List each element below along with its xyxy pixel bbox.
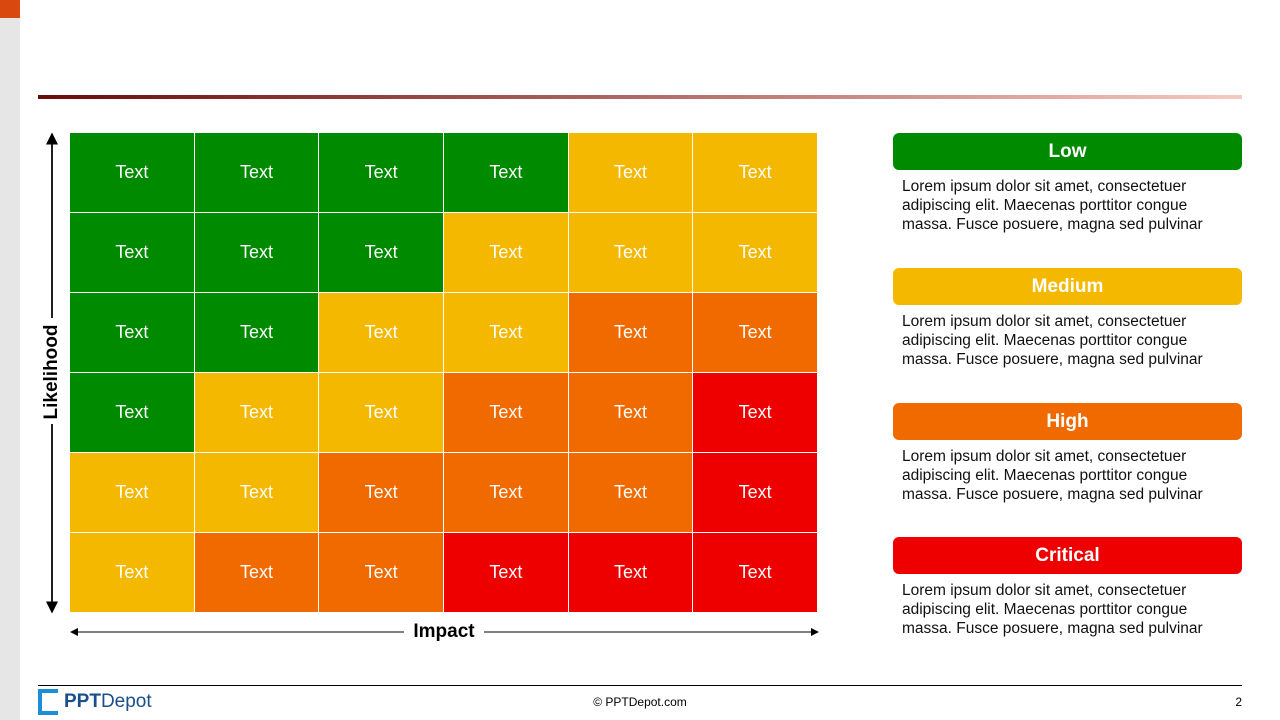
matrix-cell: Text [194, 133, 320, 213]
matrix-cell: Text [70, 373, 195, 453]
y-axis-label: Likelihood [41, 325, 62, 420]
level-description: Lorem ipsum dolor sit amet, consectetuer [902, 448, 1187, 465]
matrix-cell: Text [693, 533, 818, 613]
matrix-cell: Text [319, 373, 444, 453]
level-description: adipiscing elit. Maecenas porttitor cong… [902, 601, 1188, 618]
matrix-cell: Text [319, 213, 444, 293]
level-header: Medium [893, 268, 1242, 305]
matrix-cell: Text [70, 133, 195, 213]
matrix-cell: Text [194, 293, 320, 373]
matrix-cell: Text [693, 293, 818, 373]
footer-rule [38, 685, 1242, 686]
matrix-cell: Text [194, 533, 320, 613]
matrix-cell: Text [70, 293, 195, 373]
level-description: massa. Fusce posuere, magna sed pulvinar [902, 620, 1203, 637]
matrix-cell: Text [568, 133, 694, 213]
logo-prefix: PPT [64, 691, 101, 712]
matrix-cell: Text [568, 533, 694, 613]
level-description: adipiscing elit. Maecenas porttitor cong… [902, 467, 1188, 484]
level-description: Lorem ipsum dolor sit amet, consectetuer [902, 313, 1187, 330]
x-axis-label: Impact [413, 621, 475, 642]
level-description: massa. Fusce posuere, magna sed pulvinar [902, 486, 1203, 503]
matrix-cell: Text [693, 213, 818, 293]
matrix-cell: Text [444, 213, 569, 293]
matrix-cell: Text [194, 453, 320, 533]
corner-mark [0, 0, 20, 18]
matrix-cell: Text [444, 133, 569, 213]
level-description: massa. Fusce posuere, magna sed pulvinar [902, 351, 1203, 368]
copyright: © PPTDepot.com [593, 695, 687, 709]
matrix-cell: Text [693, 453, 818, 533]
level-description: Lorem ipsum dolor sit amet, consectetuer [902, 178, 1187, 195]
level-description: massa. Fusce posuere, magna sed pulvinar [902, 216, 1203, 233]
matrix-cell: Text [194, 373, 320, 453]
logo-icon [38, 689, 58, 715]
matrix-cell: Text [568, 453, 694, 533]
matrix-cell: Text [693, 133, 818, 213]
matrix-cell: Text [568, 293, 694, 373]
matrix-cell: Text [568, 213, 694, 293]
matrix-cell: Text [70, 533, 195, 613]
matrix-cell: Text [194, 213, 320, 293]
logo: PPTDepot [64, 691, 152, 713]
level-header: Low [893, 133, 1242, 170]
matrix-cell: Text [693, 373, 818, 453]
matrix-cell: Text [568, 373, 694, 453]
level-description: adipiscing elit. Maecenas porttitor cong… [902, 332, 1188, 349]
level-header: High [893, 403, 1242, 440]
matrix-cell: Text [319, 293, 444, 373]
matrix-cell: Text [70, 213, 195, 293]
side-bar [0, 0, 20, 720]
matrix-cell: Text [444, 373, 569, 453]
matrix-cell: Text [70, 453, 195, 533]
matrix-cell: Text [319, 453, 444, 533]
page-number: 2 [1235, 695, 1242, 709]
matrix-cell: Text [319, 133, 444, 213]
level-header: Critical [893, 537, 1242, 574]
logo-suffix: Depot [100, 691, 152, 712]
level-description: Lorem ipsum dolor sit amet, consectetuer [902, 582, 1187, 599]
matrix-cell: Text [444, 453, 569, 533]
level-description: adipiscing elit. Maecenas porttitor cong… [902, 197, 1188, 214]
matrix-cell: Text [444, 533, 569, 613]
title-rule [38, 95, 1242, 99]
matrix-cell: Text [444, 293, 569, 373]
matrix-cell: Text [319, 533, 444, 613]
